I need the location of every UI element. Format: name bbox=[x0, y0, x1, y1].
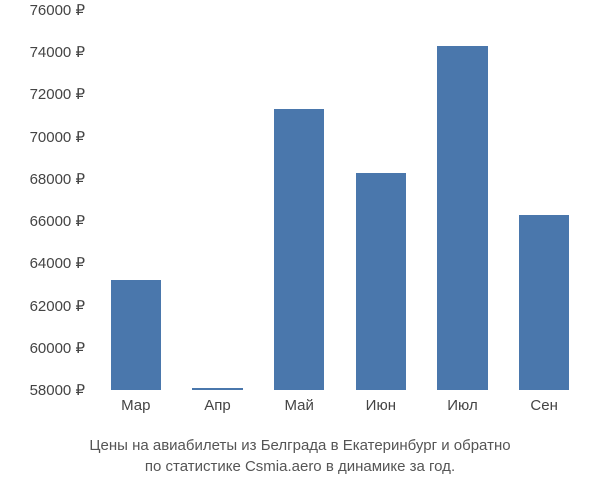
caption-line-2: по статистике Csmia.aero в динамике за г… bbox=[0, 456, 600, 477]
x-tick-label: Мар bbox=[121, 397, 150, 414]
y-tick-label: 66000 ₽ bbox=[30, 212, 85, 230]
chart-caption: Цены на авиабилеты из Белграда в Екатери… bbox=[0, 435, 600, 477]
bar bbox=[356, 173, 407, 390]
bar bbox=[192, 388, 243, 390]
bar bbox=[437, 46, 488, 390]
x-tick-label: Июн bbox=[366, 397, 396, 414]
y-tick-label: 62000 ₽ bbox=[30, 297, 85, 315]
y-tick-label: 70000 ₽ bbox=[30, 128, 85, 146]
y-axis: 58000 ₽60000 ₽62000 ₽64000 ₽66000 ₽68000… bbox=[0, 10, 90, 390]
y-tick-label: 58000 ₽ bbox=[30, 381, 85, 399]
bar bbox=[519, 215, 570, 390]
bar bbox=[274, 109, 325, 390]
y-tick-label: 74000 ₽ bbox=[30, 43, 85, 61]
plot-area bbox=[95, 10, 585, 390]
x-tick-label: Июл bbox=[447, 397, 477, 414]
y-tick-label: 64000 ₽ bbox=[30, 254, 85, 272]
y-tick-label: 72000 ₽ bbox=[30, 85, 85, 103]
y-tick-label: 60000 ₽ bbox=[30, 339, 85, 357]
x-tick-label: Май bbox=[284, 397, 313, 414]
caption-line-1: Цены на авиабилеты из Белграда в Екатери… bbox=[0, 435, 600, 456]
price-chart: 58000 ₽ 60000 ₽ 62000 ₽ 64000 ₽ 66000 ₽ 68000… bbox=[0, 0, 600, 500]
y-tick-label: 76000 ₽ bbox=[30, 1, 85, 19]
y-tick-label: 68000 ₽ bbox=[30, 170, 85, 188]
x-axis: Мар Апр Май Июн Июл Сен bbox=[95, 395, 585, 425]
x-tick-label: Сен bbox=[530, 397, 557, 414]
bar bbox=[111, 280, 162, 390]
x-tick-label: Апр bbox=[204, 397, 230, 414]
